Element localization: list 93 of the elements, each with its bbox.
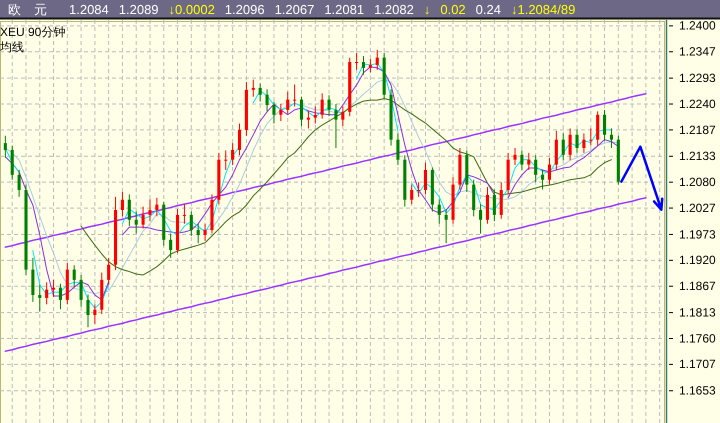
- line-series: [80, 98, 612, 276]
- candlestick: [534, 154, 538, 183]
- candlestick: [4, 135, 7, 158]
- candlestick: [479, 204, 482, 234]
- candlestick: [293, 84, 296, 107]
- text: ↓0.0002: [168, 2, 215, 17]
- candlestick: [190, 210, 193, 236]
- candlestick: [355, 52, 358, 70]
- candlestick: [286, 91, 290, 114]
- text: 1.2089: [118, 2, 159, 17]
- text: ↓: [424, 2, 430, 17]
- candlestick: [575, 128, 579, 154]
- candlestick: [520, 150, 524, 170]
- y-tick-label: 1.1973: [679, 227, 716, 242]
- candlestick: [444, 208, 448, 244]
- candlestick: [169, 232, 172, 258]
- candlestick: [72, 264, 76, 288]
- candlestick: [589, 128, 592, 146]
- candlestick: [320, 92, 324, 120]
- candlestick: [182, 204, 186, 224]
- line-series: [4, 197, 647, 352]
- candlestick: [231, 142, 234, 166]
- candlestick: [155, 197, 158, 217]
- candlestick: [279, 104, 282, 122]
- candlestick: [334, 104, 338, 148]
- candlestick: [562, 132, 565, 161]
- y-tick-label: 1.2133: [679, 149, 716, 164]
- y-tick-label: 1.2347: [679, 44, 716, 59]
- candlestick: [410, 184, 414, 205]
- candlestick: [328, 94, 331, 117]
- candlestick: [376, 49, 379, 70]
- candlestick: [252, 79, 255, 98]
- candlestick: [272, 101, 276, 124]
- candlestick: [93, 304, 96, 324]
- candlestick: [204, 223, 207, 242]
- y-tick-label: 1.1760: [679, 331, 716, 346]
- text: 1.2067: [274, 2, 314, 17]
- candlestick: [120, 191, 124, 217]
- candlestick: [306, 110, 310, 129]
- candlestick: [266, 88, 269, 112]
- candlestick: [258, 83, 262, 102]
- y-tick-label: 1.1867: [679, 279, 716, 294]
- text: 0.24: [476, 2, 501, 17]
- candlestick: [38, 284, 42, 312]
- y-tick-label: 1.2027: [679, 200, 716, 215]
- y-tick-label: 1.2187: [679, 122, 716, 137]
- candlestick: [107, 257, 110, 286]
- text: 1.2096: [224, 2, 265, 17]
- y-tick-label: 1.2240: [679, 96, 716, 111]
- candlestick: [603, 109, 606, 142]
- candlestick: [368, 58, 372, 73]
- candlestick: [128, 194, 131, 227]
- candlestick: [568, 128, 572, 161]
- y-tick-label: 1.1707: [679, 357, 716, 372]
- text: ↓1.2084/89: [510, 2, 576, 17]
- text: 均线: [0, 40, 24, 54]
- y-tick-label: 1.1920: [679, 253, 716, 268]
- candlestick: [148, 198, 152, 222]
- candlestick: [196, 223, 200, 244]
- y-tick-label: 1.1813: [679, 305, 716, 320]
- candlestick: [80, 274, 83, 308]
- candlestick: [424, 162, 428, 195]
- candlestick: [142, 206, 145, 230]
- candlestick: [438, 198, 441, 224]
- line-series: [4, 93, 647, 248]
- text: 欧 元: [8, 2, 47, 17]
- candlestick: [417, 182, 420, 198]
- candlestick: [362, 56, 366, 76]
- candlestick: [86, 294, 90, 328]
- y-tick-label: 1.2293: [679, 70, 716, 85]
- candlestick: [492, 189, 496, 222]
- candlestick: [52, 279, 56, 298]
- candlestick: [527, 152, 530, 170]
- candlestick: [238, 123, 242, 156]
- text: 0.02: [440, 2, 466, 17]
- text: 1.2082: [374, 2, 414, 17]
- y-tick-label: 1.1653: [679, 384, 716, 398]
- text: 1.2081: [324, 2, 364, 17]
- candlestick: [396, 132, 400, 166]
- text: 1.2084: [69, 2, 109, 17]
- y-tick-label: 1.2400: [679, 18, 716, 33]
- candlestick: [58, 283, 62, 310]
- candlestick: [224, 150, 228, 170]
- text: XEU 90分钟: [0, 25, 66, 39]
- candlestick: [45, 282, 48, 305]
- candlestick: [582, 132, 586, 154]
- candlestick: [548, 157, 552, 186]
- y-tick-label: 1.2080: [679, 175, 716, 190]
- candlestick: [341, 106, 344, 126]
- candlestick: [134, 210, 138, 234]
- candlestick: [300, 96, 304, 126]
- candlestick: [18, 169, 21, 198]
- candlestick: [314, 106, 317, 124]
